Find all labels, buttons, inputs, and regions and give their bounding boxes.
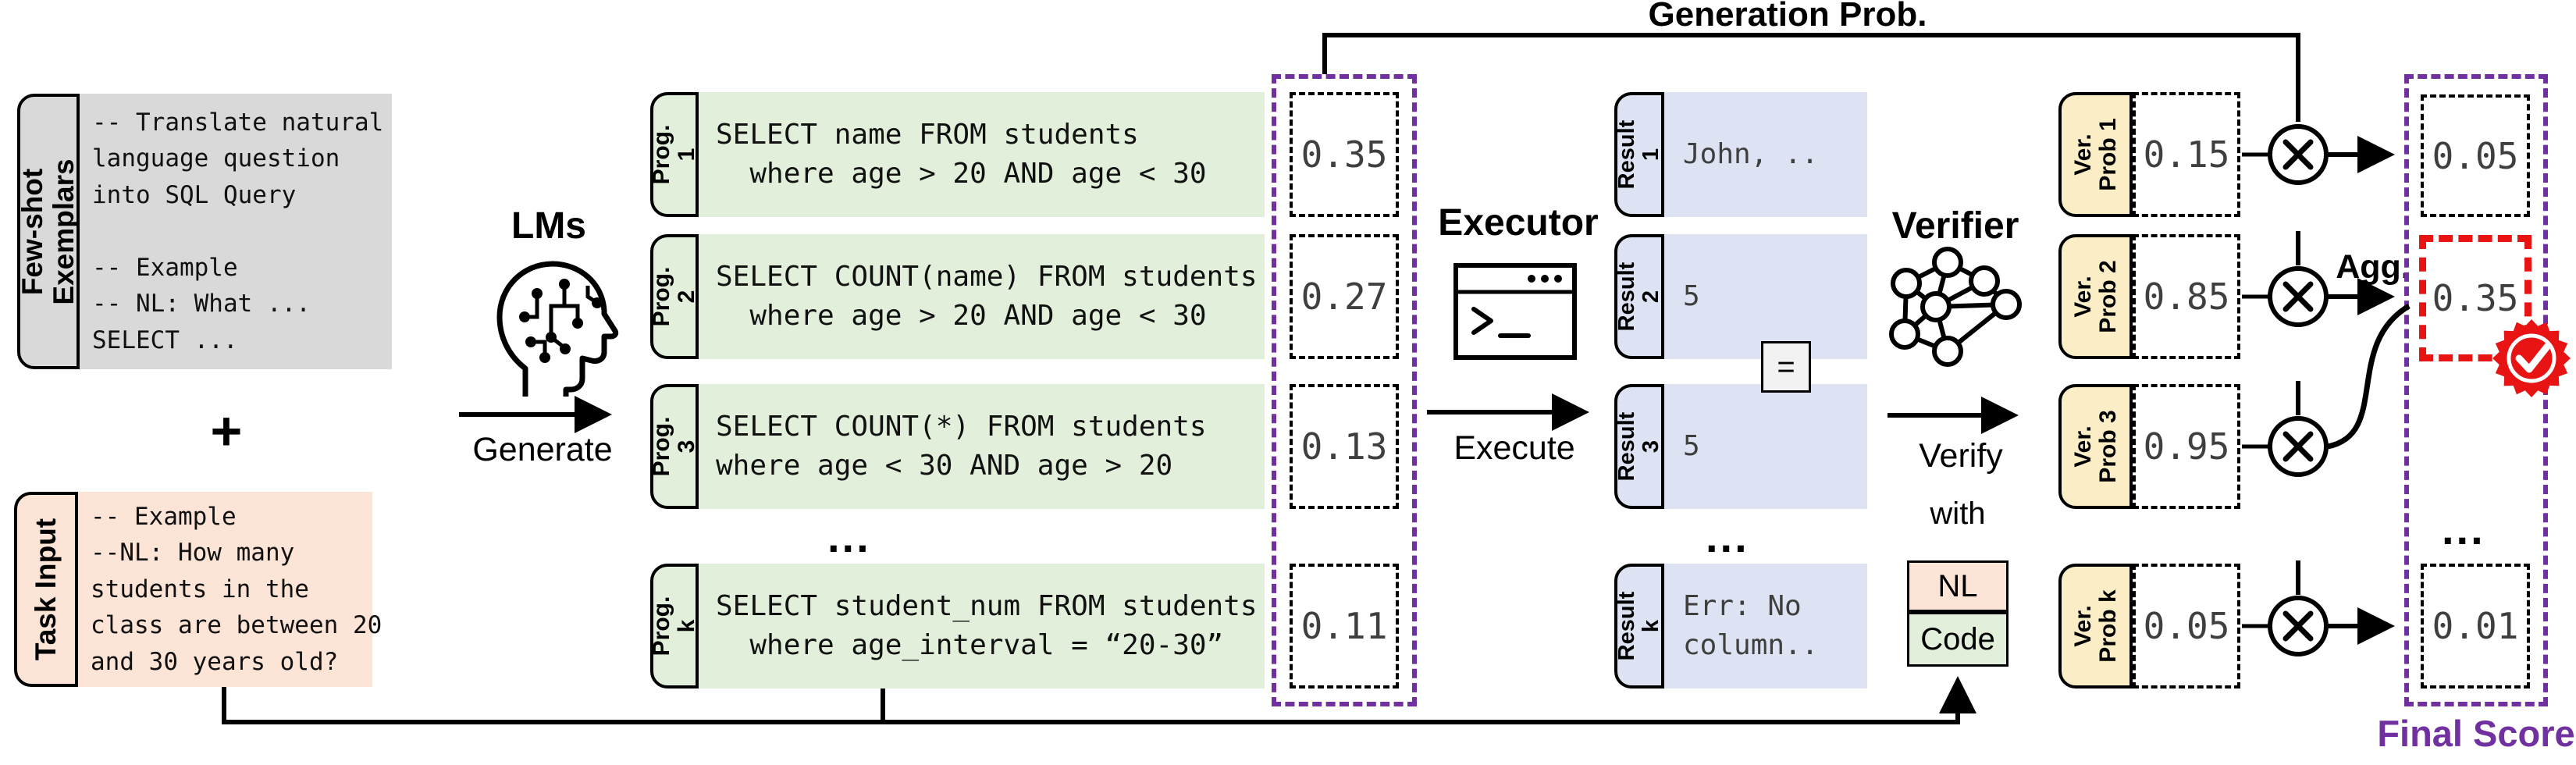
ver-prob-k-box: 0.05 <box>2133 564 2240 688</box>
prog-3-box: SELECT COUNT(*) FROM students where age … <box>699 384 1265 509</box>
result-2-tab-label: Result 2 <box>1614 262 1663 332</box>
multiply-icon-k <box>2268 596 2329 656</box>
execute-label: Execute <box>1453 429 1575 467</box>
result-2-box: 5 <box>1664 234 1867 359</box>
result-1-tab-label: Result 1 <box>1614 119 1663 190</box>
result-1-tab: Result 1 <box>1614 92 1664 217</box>
few-shot-exemplars-tab-label: Few-shot Exemplars <box>16 158 80 305</box>
result-3-tab: Result 3 <box>1614 384 1664 509</box>
gen-prob-1-value: 0.35 <box>1300 133 1388 176</box>
with-label: with <box>1930 496 1986 531</box>
final-score-2-value: 0.35 <box>2432 277 2519 319</box>
gen-prob-3-value: 0.13 <box>1300 425 1388 468</box>
prog-3-tab-label: Prog. 3 <box>648 416 699 477</box>
result-k-box: Err: No column.. <box>1664 564 1867 688</box>
ver-prob-k-tab-label: Ver. Prob k <box>2069 589 2121 663</box>
final-score-k-box: 0.01 <box>2421 564 2530 688</box>
few-shot-exemplars-box: -- Translate natural language question i… <box>80 94 392 369</box>
gen-prob-2-value: 0.27 <box>1300 276 1388 318</box>
result-k-tab: Result k <box>1614 564 1664 688</box>
result-3-text: 5 <box>1683 429 1700 462</box>
plus-sign: + <box>210 400 243 461</box>
prog-2-tab-label: Prog. 2 <box>648 266 699 327</box>
gen-prob-k-box: 0.11 <box>1290 564 1399 688</box>
terminal-icon <box>1453 263 1577 360</box>
final-score-1-value: 0.05 <box>2432 134 2519 177</box>
ver-prob-1-tab: Ver. Prob 1 <box>2058 92 2133 217</box>
ver-prob-2-tab: Ver. Prob 2 <box>2058 234 2133 359</box>
result-2-text: 5 <box>1683 279 1700 312</box>
prog-2-tab: Prog. 2 <box>648 234 699 359</box>
prog-3-code: SELECT COUNT(*) FROM students where age … <box>716 410 1207 482</box>
gen-prob-k-value: 0.11 <box>1300 605 1388 647</box>
nl-box: NL <box>1907 560 2008 612</box>
result-1-box: John, .. <box>1664 92 1867 217</box>
prog-ellipsis: ... <box>827 512 871 561</box>
neural-network-icon <box>1889 247 2022 367</box>
multiply-icon-1 <box>2268 124 2329 185</box>
ver-prob-2-value: 0.85 <box>2143 276 2230 318</box>
task-input-code: -- Example --NL: How many students in th… <box>91 502 382 676</box>
ver-prob-3-tab: Ver. Prob 3 <box>2058 384 2133 509</box>
few-shot-exemplars-code: -- Translate natural language question i… <box>92 108 384 354</box>
verify-label: Verify <box>1919 437 2003 475</box>
gen-prob-2-box: 0.27 <box>1290 234 1399 359</box>
result-2-tab: Result 2 <box>1614 234 1664 359</box>
result-1-text: John, .. <box>1683 137 1819 170</box>
result-3-box: 5 <box>1664 384 1867 509</box>
prog-k-tab: Prog. k <box>648 564 699 688</box>
ver-prob-1-value: 0.15 <box>2143 133 2230 176</box>
prog-1-code: SELECT name FROM students where age > 20… <box>716 118 1207 190</box>
result-k-tab-label: Result k <box>1614 591 1663 661</box>
prog-1-tab-label: Prog. 1 <box>648 124 699 185</box>
ver-prob-2-box: 0.85 <box>2133 234 2240 359</box>
generation-prob-label: Generation Prob. <box>1648 0 1927 34</box>
ver-prob-3-value: 0.95 <box>2143 425 2230 468</box>
final-score-2-box: 0.35 <box>2419 235 2532 361</box>
ver-prob-2-tab-label: Ver. Prob 2 <box>2069 260 2121 333</box>
prog-1-tab: Prog. 1 <box>648 92 699 217</box>
prog-k-tab-label: Prog. k <box>648 596 699 656</box>
agg-curve <box>2327 303 2411 450</box>
prog-1-box: SELECT name FROM students where age > 20… <box>699 92 1265 217</box>
final-score-ellipsis: ... <box>2442 504 2485 553</box>
verifier-label: Verifier <box>1891 205 2019 247</box>
multiply-icon-2 <box>2268 266 2329 327</box>
brain-circuit-icon <box>496 261 619 397</box>
ver-prob-3-tab-label: Ver. Prob 3 <box>2069 410 2121 483</box>
prog-2-code: SELECT COUNT(name) FROM students where a… <box>716 260 1258 332</box>
ver-prob-k-value: 0.05 <box>2143 605 2230 647</box>
ver-prob-k-tab: Ver. Prob k <box>2058 564 2133 688</box>
task-input-tab-label: Task Input <box>30 518 62 661</box>
task-input-box: -- Example --NL: How many students in th… <box>78 492 382 687</box>
final-score-1-box: 0.05 <box>2421 94 2530 217</box>
prog-k-box: SELECT student_num FROM students where a… <box>699 564 1265 688</box>
final-score-label: Final Score <box>2377 713 2575 754</box>
prog-k-code: SELECT student_num FROM students where a… <box>716 589 1258 661</box>
code-box: Code <box>1907 612 2008 667</box>
final-score-k-value: 0.01 <box>2432 605 2519 647</box>
ver-prob-1-tab-label: Ver. Prob 1 <box>2069 118 2121 191</box>
task-input-tab: Task Input <box>14 492 78 687</box>
prog-3-tab: Prog. 3 <box>648 384 699 509</box>
equals-box: = <box>1761 341 1811 393</box>
result-ellipsis: ... <box>1706 512 1749 561</box>
result-k-text: Err: No column.. <box>1683 589 1819 661</box>
prog-2-box: SELECT COUNT(name) FROM students where a… <box>699 234 1265 359</box>
ver-prob-1-box: 0.15 <box>2133 92 2240 217</box>
multiply-icon-3 <box>2268 416 2329 477</box>
few-shot-exemplars-tab: Few-shot Exemplars <box>16 94 80 369</box>
ver-prob-3-box: 0.95 <box>2133 384 2240 509</box>
generate-label: Generate <box>472 431 613 468</box>
gen-prob-3-box: 0.13 <box>1290 384 1399 509</box>
executor-label: Executor <box>1438 202 1599 244</box>
gen-prob-1-box: 0.35 <box>1290 92 1399 217</box>
lms-label: LMs <box>511 205 586 247</box>
result-3-tab-label: Result 3 <box>1614 411 1663 482</box>
